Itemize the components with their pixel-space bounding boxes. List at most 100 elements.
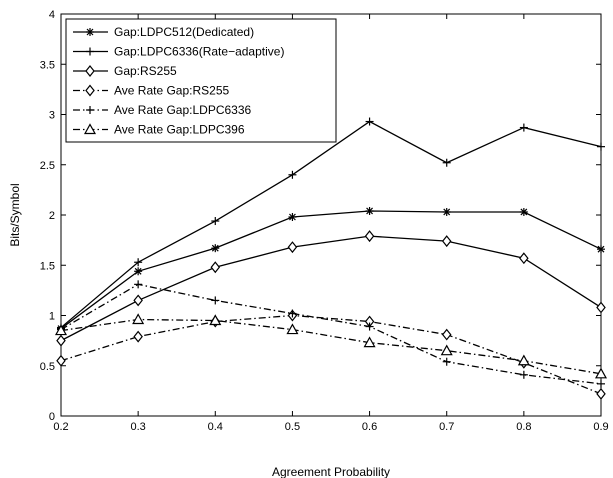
y-axis-label: Bits/Symbol [8,183,22,246]
asterisk-marker-d2 [443,208,451,216]
x-tick-label: 0.5 [285,421,300,433]
triangle-marker-shape [286,323,299,335]
data-point [597,142,605,151]
legend: Gap:LDPC512(Dedicated) Gap:LDPC6336(Rate−… [65,18,337,143]
y-tick-label: 4 [49,9,55,21]
data-point [209,314,222,326]
series-2 [56,230,606,347]
data-point [133,294,143,307]
diamond-marker-shape [56,334,66,347]
diamond-marker-shape [441,328,452,341]
data-point [441,328,452,341]
asterisk-marker-d2 [366,207,373,215]
diamond-marker-shape [133,294,143,307]
data-point [442,158,451,167]
x-tick-label: 0.4 [208,421,223,433]
legend-entry: Gap:LDPC512(Dedicated) [73,25,254,39]
legend-marker [83,123,97,135]
data-point [363,336,376,348]
x-tick-label: 0.7 [439,421,454,433]
data-point [56,354,66,367]
data-point [365,322,374,331]
triangle-marker-shape [594,367,608,379]
legend-marker [86,47,94,56]
legend-entry: Ave Rate Gap:LDPC396 [73,123,245,137]
data-point [288,213,297,222]
series-line [60,283,602,385]
x-tick-label: 0.8 [516,421,531,433]
asterisk-marker-d2 [520,208,528,216]
data-point [596,301,606,314]
asterisk-marker-d2 [289,213,296,221]
legend-marker [85,65,95,77]
diamond-marker-shape [210,261,221,274]
series-4 [57,280,605,388]
legend-entry: Gap:LDPC6336(Rate−adaptive) [73,45,284,59]
data-point [442,207,451,216]
data-point [517,354,530,366]
triangle-marker-shape [363,336,376,348]
series-layer [54,117,608,400]
series-line [60,120,602,329]
data-point [134,267,143,276]
asterisk-marker-d2 [86,28,94,36]
data-point [364,230,375,243]
diamond-marker-shape [364,230,375,243]
x-tick-label: 0.9 [593,421,608,433]
data-point [134,258,143,267]
series-line [60,314,602,395]
legend-marker [86,106,94,114]
legend-label: Gap:LDPC512(Dedicated) [114,25,254,39]
data-point [211,296,220,305]
x-tick-label: 0.3 [130,421,145,433]
data-point [133,330,143,343]
triangle-marker-shape [517,354,530,366]
y-tick-label: 1 [49,311,55,323]
legend-box [65,18,337,143]
diamond-marker-shape [596,301,606,314]
x-tick-label: 0.2 [53,421,68,433]
data-point [519,252,529,265]
legend-label: Ave Rate Gap:LDPC6336 [114,103,252,117]
asterisk-marker-d2 [211,244,219,252]
data-point [519,123,528,132]
triangle-marker-shape [440,344,453,356]
diamond-marker-shape [85,84,95,97]
series-line [60,210,602,330]
data-point [596,387,606,400]
diamond-marker-shape [441,235,452,248]
data-point [54,324,68,336]
data-point [597,379,605,388]
diamond-marker-shape [133,330,143,343]
legend-label: Ave Rate Gap:LDPC396 [114,123,245,137]
data-point [441,235,452,248]
data-point [211,217,220,226]
legend-label: Gap:LDPC6336(Rate−adaptive) [114,45,284,59]
data-point [440,344,453,356]
series-5 [54,313,608,379]
data-point [286,323,299,335]
data-point [287,241,298,254]
x-axis-label: Agreement Probability [272,465,390,478]
triangle-marker-shape [132,313,145,325]
series-line [60,318,602,375]
diamond-marker-shape [287,241,298,254]
y-tick-label: 3.5 [40,59,55,71]
series-0 [57,206,605,333]
data-point [288,170,297,179]
data-point [597,245,605,254]
data-point [56,334,66,347]
y-tick-label: 1.5 [40,260,55,272]
triangle-marker-shape [54,324,68,336]
legend-entry: Ave Rate Gap:RS255 [73,84,230,98]
legend-entry: Ave Rate Gap:LDPC6336 [73,103,252,117]
legend-marker [86,28,94,36]
data-point [594,367,608,379]
x-tick-label: 0.6 [362,421,377,433]
legend-label: Ave Rate Gap:RS255 [114,84,230,98]
data-point [134,280,143,289]
data-point [365,206,374,215]
asterisk-marker-d2 [134,267,142,275]
y-tick-label: 0.5 [40,361,55,373]
